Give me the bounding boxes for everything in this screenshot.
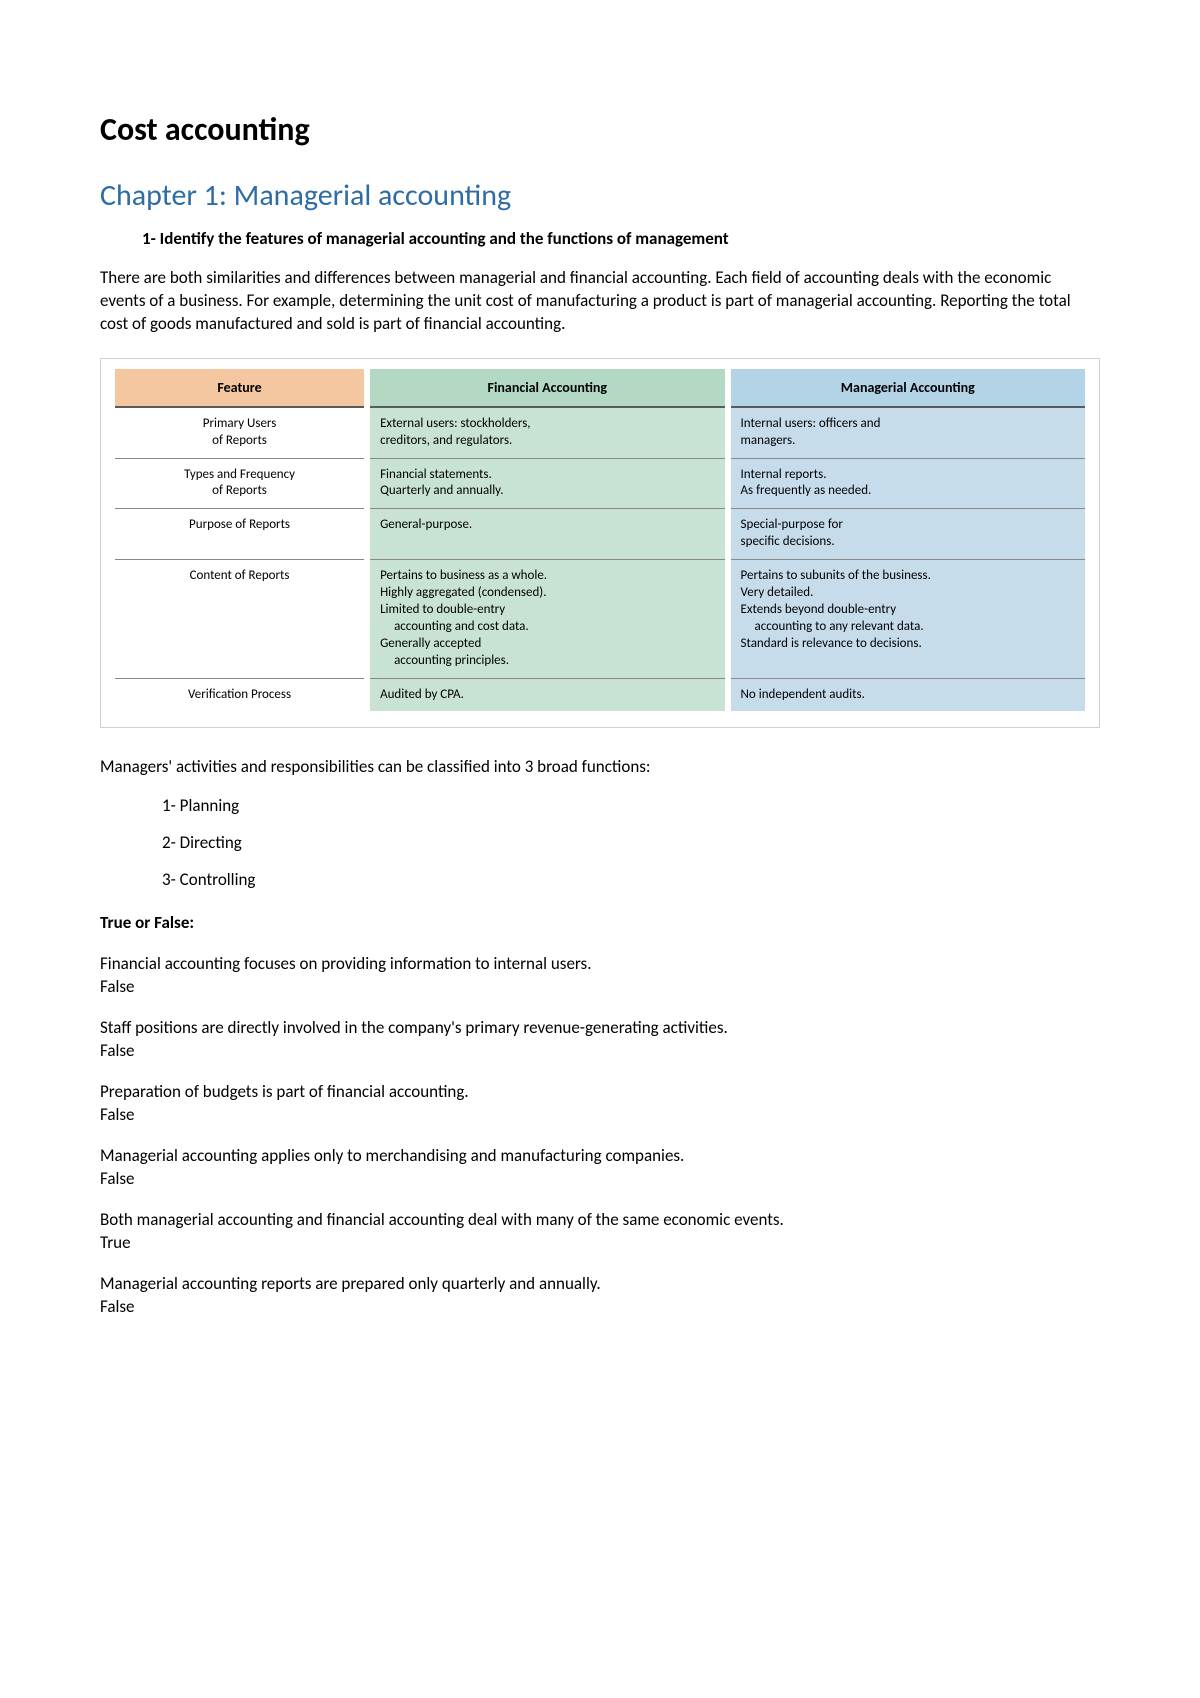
main-title: Cost accounting [100, 110, 1100, 149]
tf-question: Preparation of budgets is part of financ… [100, 1081, 1100, 1104]
tf-answer: False [100, 1296, 1100, 1317]
table-row: Types and Frequencyof ReportsFinancial s… [115, 459, 1085, 510]
functions-intro: Managers' activities and responsibilitie… [100, 756, 1100, 777]
true-false-item: Staff positions are directly involved in… [100, 1017, 1100, 1061]
cell-managerial: Pertains to subunits of the business.Ver… [731, 560, 1085, 678]
cell-feature: Verification Process [115, 679, 364, 712]
cell-feature: Content of Reports [115, 560, 364, 678]
table-row: Primary Usersof ReportsExternal users: s… [115, 408, 1085, 459]
cell-financial: Financial statements.Quarterly and annua… [370, 459, 724, 510]
cell-feature: Types and Frequencyof Reports [115, 459, 364, 510]
comparison-table: Feature Financial Accounting Managerial … [100, 358, 1100, 729]
intro-paragraph: There are both similarities and differen… [100, 267, 1100, 336]
cell-managerial: Special-purpose forspecific decisions. [731, 509, 1085, 560]
true-false-item: Both managerial accounting and financial… [100, 1209, 1100, 1253]
tf-question: Managerial accounting applies only to me… [100, 1145, 1100, 1168]
tf-answer: False [100, 1168, 1100, 1189]
cell-financial: Audited by CPA. [370, 679, 724, 712]
tf-answer: True [100, 1232, 1100, 1253]
cell-managerial: Internal users: officers andmanagers. [731, 408, 1085, 459]
header-managerial: Managerial Accounting [731, 369, 1085, 408]
true-false-heading: True or False: [100, 912, 1100, 933]
tf-question: Financial accounting focuses on providin… [100, 953, 1100, 976]
tf-answer: False [100, 1040, 1100, 1061]
table-row: Purpose of ReportsGeneral-purpose.Specia… [115, 509, 1085, 560]
tf-question: Managerial accounting reports are prepar… [100, 1273, 1100, 1296]
table-row: Verification ProcessAudited by CPA.No in… [115, 679, 1085, 712]
list-item: 3- Controlling [162, 869, 1100, 890]
tf-question: Staff positions are directly involved in… [100, 1017, 1100, 1040]
tf-question: Both managerial accounting and financial… [100, 1209, 1100, 1232]
cell-financial: General-purpose. [370, 509, 724, 560]
list-item: 2- Directing [162, 832, 1100, 853]
section-heading: 1- Identify the features of managerial a… [142, 228, 1100, 249]
true-false-item: Managerial accounting reports are prepar… [100, 1273, 1100, 1317]
list-item: 1- Planning [162, 795, 1100, 816]
chapter-title: Chapter 1: Managerial accounting [100, 177, 1100, 214]
table-header-row: Feature Financial Accounting Managerial … [115, 369, 1085, 408]
cell-feature: Purpose of Reports [115, 509, 364, 560]
header-feature: Feature [115, 369, 364, 408]
table-row: Content of ReportsPertains to business a… [115, 560, 1085, 678]
tf-answer: False [100, 976, 1100, 997]
cell-managerial: Internal reports.As frequently as needed… [731, 459, 1085, 510]
functions-list: 1- Planning 2- Directing 3- Controlling [162, 795, 1100, 890]
true-false-container: Financial accounting focuses on providin… [100, 953, 1100, 1317]
cell-feature: Primary Usersof Reports [115, 408, 364, 459]
true-false-item: Financial accounting focuses on providin… [100, 953, 1100, 997]
cell-financial: External users: stockholders,creditors, … [370, 408, 724, 459]
tf-answer: False [100, 1104, 1100, 1125]
true-false-item: Managerial accounting applies only to me… [100, 1145, 1100, 1189]
true-false-item: Preparation of budgets is part of financ… [100, 1081, 1100, 1125]
header-financial: Financial Accounting [370, 369, 724, 408]
cell-financial: Pertains to business as a whole.Highly a… [370, 560, 724, 678]
comparison-table-inner: Feature Financial Accounting Managerial … [109, 369, 1091, 712]
cell-managerial: No independent audits. [731, 679, 1085, 712]
